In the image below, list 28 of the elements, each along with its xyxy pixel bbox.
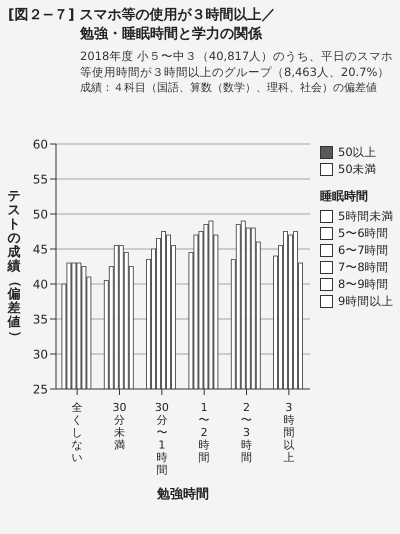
chart-subtitle: 2018年度 小５〜中３（40,817人）のうち、平日のスマホ等使用時間が３時間以上のグループ（8,463人、20.7%）	[80, 48, 394, 80]
chart-title: [図２−７] スマホ等の使用が３時間以上／勉強・睡眠時間と学力の関係	[8, 6, 276, 44]
x-axis-title: 勉強時間	[156, 486, 210, 503]
x-tick-label: 30分未満	[112, 401, 126, 452]
text: 成績：４科目（国語、算数（数学）、理科、社会）の偏差値	[80, 80, 378, 96]
legend-label: 7〜8時間	[337, 259, 389, 276]
x-tick-label: 30分〜1時間	[154, 401, 169, 476]
y-tick-label: 40	[32, 277, 48, 292]
y-tick-label: 50	[32, 207, 48, 222]
y-tick-label: 60	[32, 137, 48, 152]
legend-label: 8〜9時間	[337, 276, 389, 293]
y-tick-label: 35	[32, 312, 48, 326]
y-tick-label: 25	[32, 382, 48, 396]
y-tick-label: 55	[32, 172, 48, 186]
x-tick-label: 1〜2時間	[198, 401, 210, 464]
legend-label: 5時間未満	[337, 208, 394, 225]
y-tick-label: 45	[32, 242, 48, 256]
text: テストの成績（偏差値）	[7, 188, 22, 343]
y-tick-label: 30	[32, 347, 48, 362]
legend-label: 5〜6時間	[337, 225, 389, 242]
legend-title: 睡眠時間	[320, 188, 368, 205]
x-tick-label: 3時間以上	[283, 401, 294, 464]
legend-label: 6〜7時間	[337, 242, 389, 259]
x-tick-label: 2〜3時間	[241, 401, 252, 464]
legend-label: 9時間以上	[337, 293, 394, 310]
legend-label: 50未満	[337, 161, 377, 178]
legend-label: 50以上	[337, 144, 377, 161]
x-tick-label: 全くしない	[72, 401, 83, 464]
